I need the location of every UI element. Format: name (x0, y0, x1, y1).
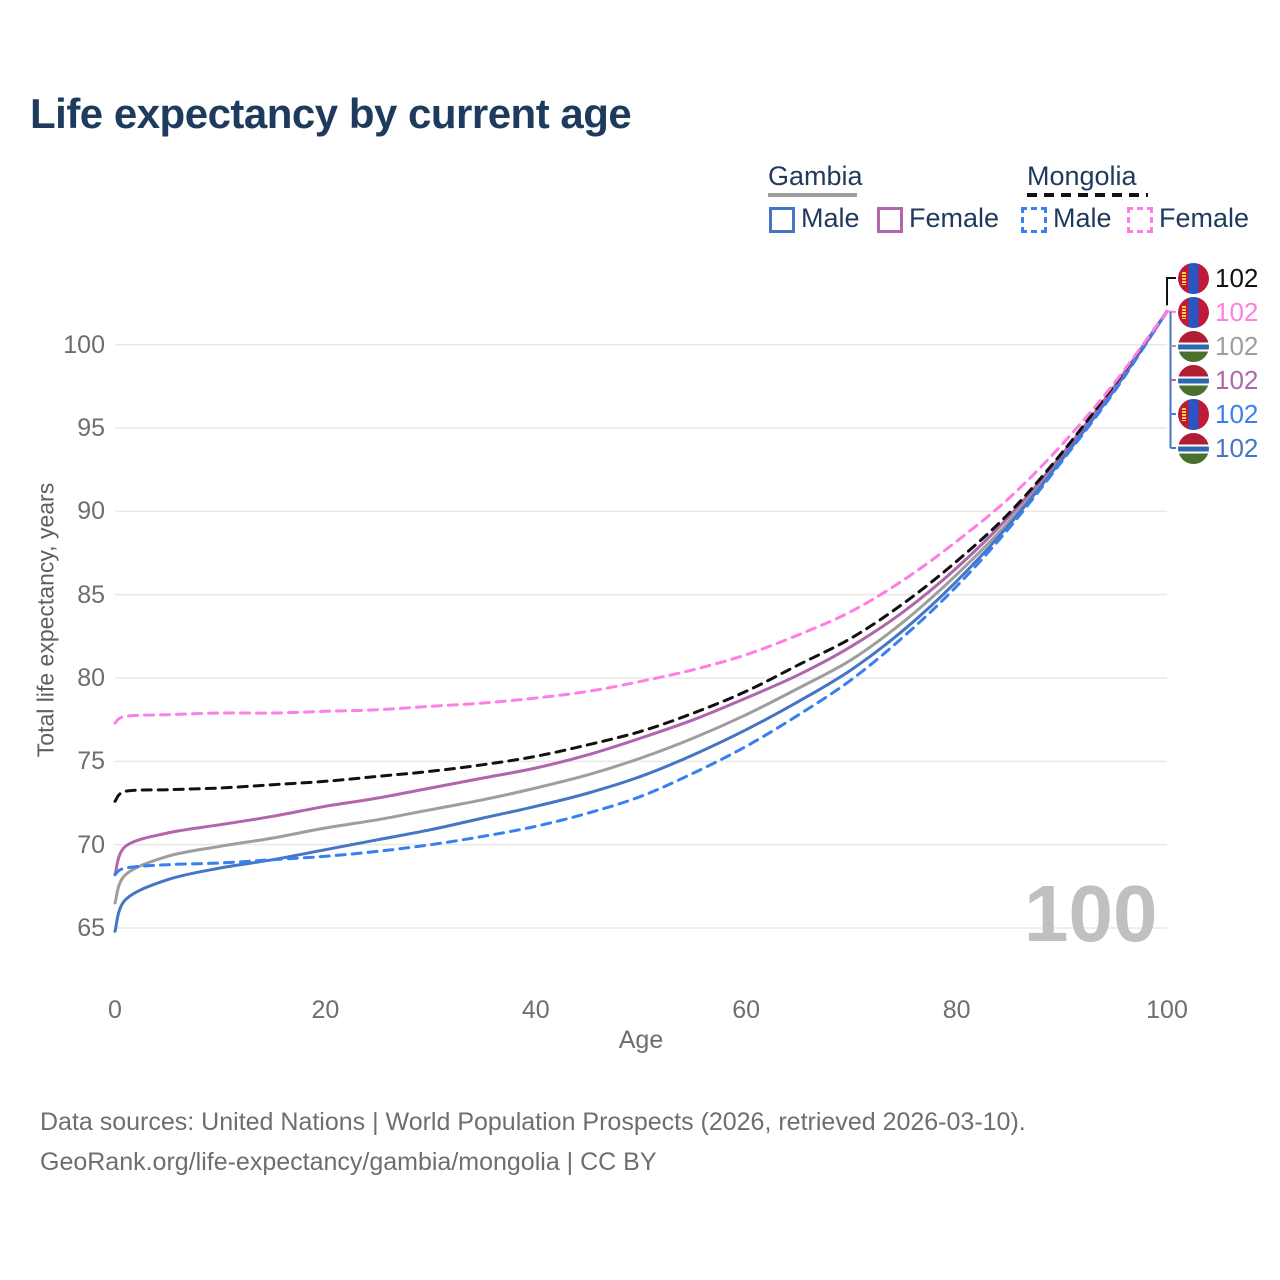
legend-label-gambia-female: Female (909, 203, 1000, 233)
end-label-mongolia-female: 102 (1178, 296, 1258, 328)
legend-label-gambia-male: Male (801, 203, 860, 233)
end-label-value: 102 (1215, 398, 1259, 429)
end-label-mongolia-both-sexes-: 102 (1178, 262, 1258, 294)
legend-swatch-mongolia-male[interactable] (1021, 207, 1047, 233)
series-line-mongolia-male (113, 309, 1169, 877)
series-line-mongolia-both-sexes- (113, 309, 1169, 803)
x-tick-100: 100 (1146, 996, 1188, 1024)
gambia-flag-icon (1178, 432, 1209, 464)
legend-gambia-linestyle-key (768, 193, 857, 197)
legend-swatch-mongolia-female[interactable] (1127, 207, 1153, 233)
page-title: Life expectancy by current age (30, 90, 632, 137)
end-label-mongolia-male: 102 (1178, 398, 1258, 430)
series-line-mongolia-female (113, 309, 1169, 725)
end-label-gambia-female: 102 (1178, 364, 1258, 396)
leader-line-1 (1166, 310, 1177, 313)
legend-mongolia-linestyle-key (1027, 193, 1148, 197)
series-line-gambia-female (113, 309, 1169, 877)
legend-swatch-gambia-male[interactable] (769, 207, 795, 233)
end-label-value: 102 (1215, 262, 1259, 293)
legend-country-gambia: Gambia (768, 161, 863, 191)
x-tick-0: 0 (108, 996, 122, 1024)
series-line-gambia-male (113, 309, 1169, 933)
y-tick-100: 100 (63, 330, 105, 359)
series-line-gambia-both-sexes- (113, 309, 1169, 905)
end-label-value: 102 (1215, 296, 1259, 327)
x-tick-40: 40 (521, 996, 550, 1024)
end-label-gambia-both-sexes-: 102 (1178, 330, 1258, 362)
x-axis-title: Age (618, 1026, 664, 1054)
mongolia-flag-icon (1178, 296, 1209, 328)
y-tick-70: 70 (77, 830, 105, 859)
leader-line-0 (1166, 277, 1176, 306)
y-tick-75: 75 (77, 747, 105, 776)
gambia-flag-icon (1178, 364, 1209, 396)
legend-label-mongolia-male: Male (1053, 203, 1112, 233)
x-tick-80: 80 (942, 996, 971, 1024)
legend-country-mongolia: Mongolia (1027, 161, 1137, 191)
x-tick-60: 60 (732, 996, 761, 1024)
gambia-flag-icon (1178, 330, 1209, 362)
y-tick-65: 65 (77, 914, 105, 942)
end-label-value: 102 (1215, 432, 1259, 463)
end-label-value: 102 (1215, 330, 1259, 361)
end-label-value: 102 (1215, 364, 1259, 395)
legend-swatch-gambia-female[interactable] (877, 207, 903, 233)
mongolia-flag-icon (1178, 398, 1209, 430)
end-label-gambia-male: 102 (1178, 432, 1258, 464)
y-tick-90: 90 (77, 497, 105, 526)
footer-data-sources: Data sources: United Nations | World Pop… (40, 1108, 1026, 1136)
y-tick-85: 85 (77, 580, 105, 609)
age-watermark: 100 (1024, 869, 1158, 958)
footer-attribution: GeoRank.org/life-expectancy/gambia/mongo… (40, 1148, 657, 1176)
y-tick-95: 95 (77, 414, 105, 443)
legend-label-mongolia-female: Female (1159, 203, 1250, 233)
x-tick-20: 20 (311, 996, 340, 1024)
y-tick-80: 80 (77, 664, 105, 692)
mongolia-flag-icon (1178, 262, 1209, 294)
